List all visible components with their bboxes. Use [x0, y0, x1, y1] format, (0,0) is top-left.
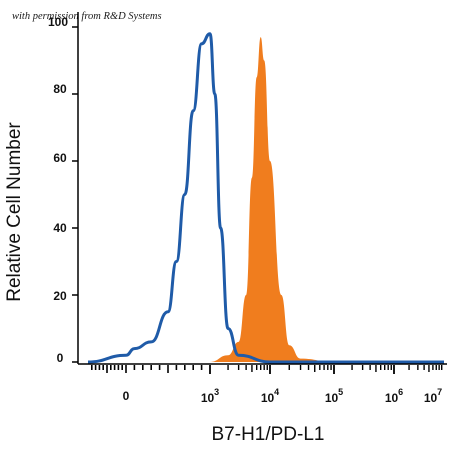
- y-tick-label-100: 100: [48, 15, 68, 29]
- plot-area: [87, 32, 444, 364]
- watermark-text: with permission from R&D Systems: [12, 11, 162, 22]
- x-tick-labels: 0 103 104 105 106 107: [123, 387, 443, 405]
- x-tick-label-1e3: 103: [201, 387, 219, 405]
- x-axis-ticks: [91, 365, 443, 374]
- y-tick-labels: 0 20 40 60 80 100: [48, 15, 68, 365]
- y-axis-title: Relative Cell Number: [4, 122, 25, 302]
- y-tick-label-80: 80: [53, 82, 67, 96]
- y-tick-label-20: 20: [53, 289, 67, 303]
- x-tick-label-1e5: 105: [325, 387, 343, 405]
- series-outline-histogram: [87, 32, 444, 364]
- x-axis-title: B7-H1/PD-L1: [212, 424, 325, 445]
- x-tick-label-1e4: 104: [261, 387, 279, 405]
- x-tick-label-1e6: 106: [385, 387, 403, 405]
- y-tick-label-0: 0: [57, 351, 64, 365]
- y-axis-ticks: [72, 26, 78, 363]
- y-tick-label-60: 60: [53, 151, 67, 165]
- x-tick-label-1e7: 107: [424, 387, 442, 405]
- series-filled-histogram: [88, 37, 444, 362]
- y-tick-label-40: 40: [53, 221, 67, 235]
- x-tick-label-0: 0: [123, 389, 130, 403]
